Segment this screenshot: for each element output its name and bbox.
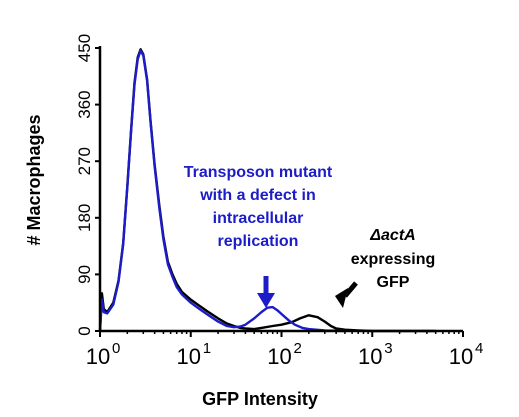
x-tick-label-exponent: 3: [384, 340, 392, 357]
annotation-mutant-line-2: with a defect in: [199, 187, 316, 204]
series-line-2: [98, 49, 345, 333]
x-tick-label-exponent: 2: [294, 340, 302, 357]
x-tick-label-exponent: 4: [475, 340, 483, 357]
y-tick-label: 360: [75, 90, 94, 118]
x-tick-label-exponent: 0: [112, 340, 120, 357]
annotation-actA-arrow: [335, 281, 358, 308]
x-tick-label: 10 3: [358, 340, 393, 369]
annotation-mutant-line-4: replication: [218, 233, 299, 250]
y-tick-label: 270: [75, 147, 94, 175]
annotation-mutant-arrow: [257, 276, 275, 308]
y-tick-label: 450: [75, 34, 94, 62]
x-tick-label: 10 2: [267, 340, 302, 369]
x-tick-label-exponent: 1: [203, 340, 211, 357]
annotation-actA: ΔactA expressing GFP: [335, 227, 435, 308]
x-tick-label: 10 1: [177, 340, 212, 369]
x-tick-label-base: 10: [267, 344, 291, 369]
series-layer: [98, 48, 436, 333]
y-tick-label: 180: [75, 204, 94, 232]
x-tick-label: 10 0: [86, 340, 121, 369]
x-tick-label-base: 10: [358, 344, 382, 369]
y-axis-title: # Macrophages: [24, 114, 44, 245]
annotation-mutant-line-3: intracellular: [213, 210, 304, 227]
annotation-actA-line-2: expressing: [351, 251, 435, 268]
y-tick-label: 0: [75, 326, 94, 335]
annotation-mutant: Transposon mutant with a defect in intra…: [184, 164, 333, 308]
x-tick-label-base: 10: [177, 344, 201, 369]
annotation-actA-line-1: ΔactA: [369, 227, 415, 244]
y-tick-label: 90: [75, 265, 94, 284]
x-tick-label: 10 4: [449, 340, 484, 369]
annotation-mutant-line-1: Transposon mutant: [184, 164, 333, 181]
x-tick-label-base: 10: [449, 344, 473, 369]
x-tick-label-base: 10: [86, 344, 110, 369]
x-axis-title: GFP Intensity: [202, 389, 318, 409]
annotation-actA-line-3: GFP: [377, 274, 410, 291]
